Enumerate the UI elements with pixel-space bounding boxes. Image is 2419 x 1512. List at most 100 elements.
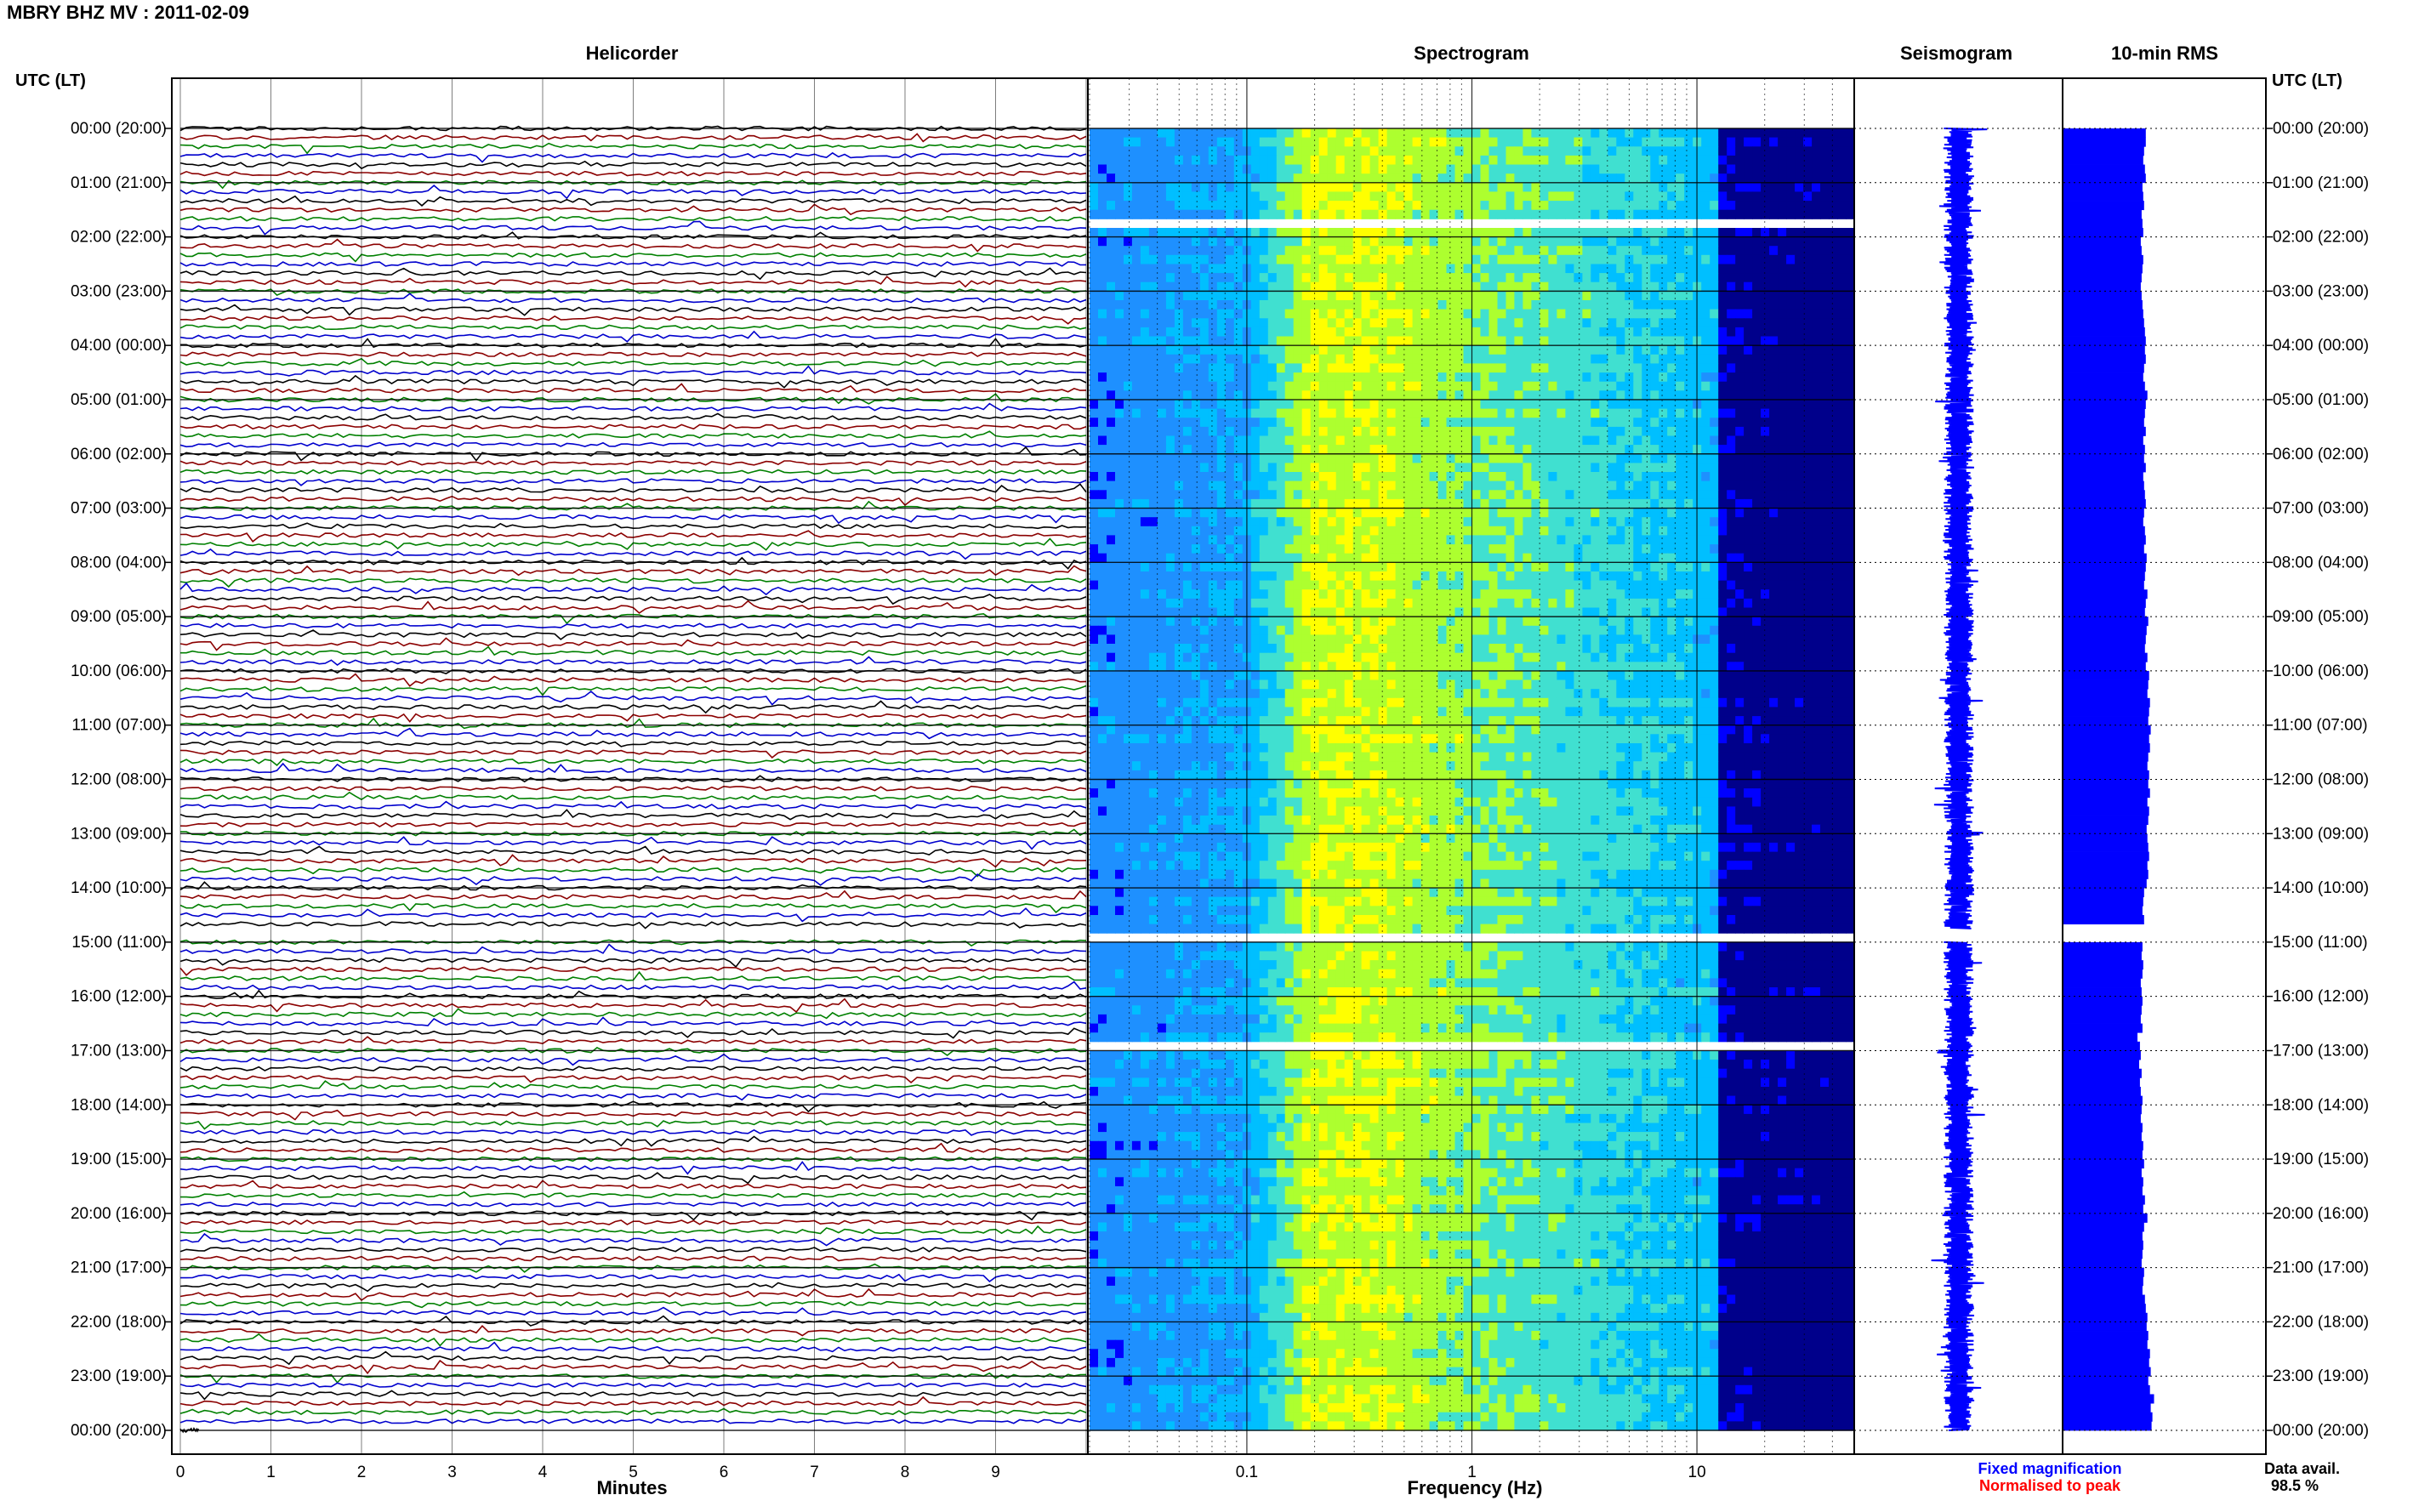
spectrogram-cell (1148, 327, 1158, 338)
spectrogram-cell (1386, 254, 1397, 264)
spectrogram-cell (1803, 182, 1813, 192)
spectrogram-cell (1531, 128, 1540, 139)
spectrogram-cell (1216, 173, 1227, 184)
spectrogram-cell (1344, 553, 1354, 563)
spectrogram-cell (1540, 281, 1549, 292)
spectrogram-cell (1820, 463, 1830, 473)
spectrogram-cell (1608, 363, 1617, 373)
spectrogram-cell (1633, 146, 1642, 156)
spectrogram-cell (1752, 246, 1762, 256)
spectrogram-cell (1174, 182, 1184, 192)
spectrogram-cell (1514, 246, 1523, 256)
spectrogram-cell (1803, 128, 1813, 139)
spectrogram-cell (1301, 246, 1312, 256)
spectrogram-cell (1318, 336, 1329, 346)
spectrogram-cell (1769, 182, 1779, 192)
spectrogram-cell (1812, 354, 1821, 364)
spectrogram-cell (1514, 400, 1523, 410)
spectrogram-cell (1735, 435, 1745, 446)
spectrogram-cell (1710, 309, 1719, 319)
spectrogram-cell (1335, 517, 1346, 527)
spectrogram-cell (1667, 553, 1676, 563)
spectrogram-cell (1710, 544, 1719, 554)
spectrogram-cell (1352, 580, 1363, 590)
spectrogram-cell (1335, 201, 1346, 211)
spectrogram-cell (1514, 354, 1523, 364)
spectrogram-cell (1676, 418, 1685, 428)
spectrogram-cell (1148, 400, 1158, 410)
spectrogram-cell (1437, 318, 1448, 328)
spectrogram-cell (1318, 435, 1329, 446)
spectrogram-cell (1471, 318, 1482, 328)
spectrogram-cell (1403, 137, 1414, 147)
spectrogram-cell (1557, 146, 1566, 156)
spectrogram-cell (1284, 508, 1295, 518)
spectrogram-cell (1429, 571, 1439, 582)
spectrogram-cell (1565, 264, 1574, 274)
spectrogram-cell (1208, 336, 1218, 346)
spectrogram-cell (1157, 400, 1167, 410)
spectrogram-cell (1098, 463, 1107, 473)
spectrogram-cell (1454, 472, 1465, 482)
spectrogram-cell (1208, 201, 1218, 211)
spectrogram-cell (1701, 191, 1710, 202)
spectrogram-cell (1318, 264, 1329, 274)
spectrogram-cell (1412, 327, 1422, 338)
spectrogram-cell (1778, 526, 1787, 536)
spectrogram-cell (1761, 508, 1770, 518)
spectrogram-cell (1599, 589, 1608, 600)
spectrogram-cell (1591, 480, 1600, 491)
spectrogram-cell (1795, 327, 1804, 338)
spectrogram-cell (1344, 526, 1354, 536)
spectrogram-cell (1531, 535, 1540, 545)
spectrogram-cell (1488, 128, 1499, 139)
spectrogram-cell (1369, 400, 1380, 410)
spectrogram-cell (1761, 426, 1770, 437)
spectrogram-cell (1497, 281, 1507, 292)
spectrogram-cell (1165, 435, 1175, 446)
spectrogram-cell (1633, 327, 1642, 338)
spectrogram-cell (1531, 381, 1540, 391)
spectrogram-cell (1437, 571, 1448, 582)
spectrogram-cell (1199, 400, 1210, 410)
spectrogram-cell (1727, 408, 1736, 418)
spectrogram-cell (1735, 498, 1745, 509)
spectrogram-cell (1744, 517, 1753, 527)
spectrogram-cell (1115, 318, 1124, 328)
spectrogram-cell (1090, 418, 1099, 428)
spectrogram-cell (1471, 400, 1482, 410)
spectrogram-cell (1199, 435, 1210, 446)
spectrogram-cell (1420, 155, 1431, 166)
spectrogram-cell (1514, 201, 1523, 211)
spectrogram-cell (1735, 517, 1745, 527)
spectrogram-cell (1420, 254, 1431, 264)
spectrogram-cell (1591, 508, 1600, 518)
spectrogram-cell (1191, 236, 1201, 247)
spectrogram-cell (1361, 472, 1371, 482)
spectrogram-cell (1140, 535, 1150, 545)
spectrogram-cell (1488, 498, 1499, 509)
spectrogram-cell (1531, 336, 1540, 346)
spectrogram-cell (1403, 209, 1414, 219)
spectrogram-cell (1557, 236, 1566, 247)
spectrogram-cell (1140, 408, 1150, 418)
spectrogram-cell (1582, 291, 1591, 301)
spectrogram-cell (1803, 173, 1813, 184)
spectrogram-cell (1344, 191, 1354, 202)
spectrogram-cell (1820, 589, 1830, 600)
spectrogram-cell (1174, 381, 1184, 391)
spectrogram-cell (1463, 146, 1473, 156)
spectrogram-cell (1540, 345, 1549, 355)
spectrogram-cell (1608, 463, 1617, 473)
spectrogram-cell (1182, 128, 1192, 139)
spectrogram-cell (1437, 562, 1448, 572)
spectrogram-cell (1131, 228, 1141, 238)
spectrogram-cell (1471, 254, 1482, 264)
spectrogram-cell (1165, 128, 1175, 139)
spectrogram-cell (1761, 400, 1770, 410)
spectrogram-cell (1582, 164, 1591, 174)
spectrogram-cell (1395, 228, 1405, 238)
spectrogram-cell (1352, 164, 1363, 174)
spectrogram-cell (1174, 281, 1184, 292)
spectrogram-cell (1488, 535, 1499, 545)
